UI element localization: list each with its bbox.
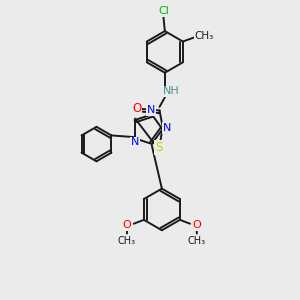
Text: Cl: Cl [158, 6, 169, 16]
Text: NH: NH [163, 86, 180, 96]
Text: O: O [123, 220, 132, 230]
Text: N: N [163, 123, 171, 133]
Text: CH₃: CH₃ [118, 236, 136, 246]
Text: N: N [147, 105, 155, 115]
Text: N: N [131, 137, 139, 147]
Text: CH₃: CH₃ [188, 236, 206, 246]
Text: S: S [155, 141, 162, 154]
Text: O: O [192, 220, 201, 230]
Text: O: O [132, 103, 142, 116]
Text: CH₃: CH₃ [195, 31, 214, 41]
